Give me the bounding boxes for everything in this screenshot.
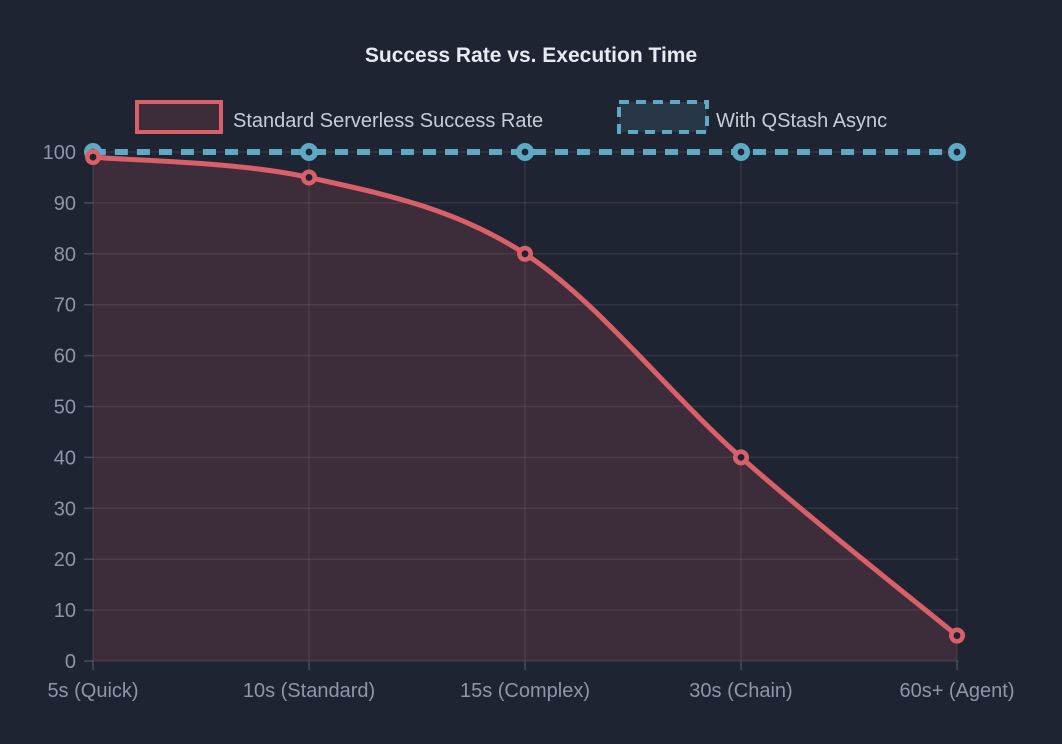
series-points	[84, 143, 966, 644]
legend-item-standard[interactable]: Standard Serverless Success Rate	[135, 100, 543, 134]
legend-item-qstash[interactable]: With QStash Async	[617, 100, 887, 134]
chart-title: Success Rate vs. Execution Time	[365, 44, 697, 67]
y-axis-labels: 0 10 20 30 40 50 60 70 80 90 100	[43, 142, 76, 673]
y-tick-label: 50	[54, 397, 76, 419]
x-tick-label: 5s (Quick)	[47, 680, 138, 702]
y-tick-label: 20	[54, 549, 76, 571]
x-tick-label: 60s+ (Agent)	[899, 680, 1014, 702]
y-tick-label: 0	[65, 651, 76, 673]
x-tick-label: 30s (Chain)	[689, 680, 792, 702]
series-area-standard	[93, 157, 957, 661]
y-tick-label: 40	[54, 447, 76, 469]
data-point-hole	[521, 148, 529, 156]
y-tick-label: 80	[54, 244, 76, 266]
x-tick-label: 15s (Complex)	[460, 680, 590, 702]
x-axis-labels: 5s (Quick) 10s (Standard) 15s (Complex) 30s…	[47, 680, 1014, 702]
legend-label-standard: Standard Serverless Success Rate	[233, 110, 543, 132]
data-point-hole	[737, 454, 745, 461]
y-tick-label: 30	[54, 498, 76, 520]
data-point-hole	[737, 148, 745, 156]
data-point-hole	[953, 632, 961, 639]
y-tick-label: 100	[43, 142, 76, 164]
data-point-hole	[521, 250, 529, 258]
y-tick-label: 90	[54, 193, 76, 215]
y-tick-label: 70	[54, 295, 76, 317]
legend-swatch-qstash-icon	[617, 100, 709, 134]
legend-swatch-standard-icon	[135, 100, 223, 134]
y-tick-label: 10	[54, 600, 76, 622]
data-point-hole	[953, 148, 961, 156]
data-point-hole	[305, 148, 313, 156]
series-areas	[93, 157, 957, 661]
x-tick-label: 10s (Standard)	[243, 680, 375, 702]
legend: Standard Serverless Success Rate With QS…	[135, 100, 887, 134]
data-point-hole	[305, 174, 313, 181]
legend-label-qstash: With QStash Async	[716, 110, 887, 132]
series-line-standard	[92, 154, 959, 638]
data-point-hole	[89, 153, 97, 161]
y-tick-label: 60	[54, 346, 76, 368]
series-lines	[92, 149, 959, 638]
